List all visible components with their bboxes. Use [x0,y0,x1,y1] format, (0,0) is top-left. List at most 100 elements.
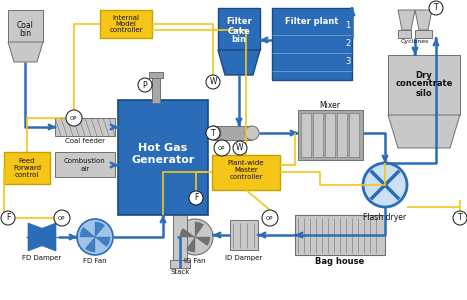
Wedge shape [95,222,105,237]
Text: Master: Master [234,167,258,173]
Text: controller: controller [229,174,263,180]
Bar [170,260,190,268]
Text: bin: bin [232,35,247,44]
Text: Internal: Internal [113,15,140,21]
Text: OP: OP [70,116,78,121]
Bar [152,75,160,103]
Polygon shape [218,50,260,75]
Text: F: F [6,214,10,223]
Text: Forward: Forward [13,165,41,171]
Text: Coal: Coal [16,20,34,29]
Bar [295,215,385,255]
Circle shape [363,163,407,207]
Circle shape [54,210,70,226]
Text: Generator: Generator [131,155,195,165]
Bar [55,118,115,136]
Text: OP: OP [218,146,226,151]
Bar [349,113,359,157]
Bar [173,195,187,265]
Bar [212,155,280,190]
Polygon shape [398,10,415,30]
Bar [272,8,352,80]
Text: T: T [434,4,439,13]
Circle shape [429,1,443,15]
Text: T: T [458,214,462,223]
Text: bin: bin [19,28,31,38]
Bar [313,113,323,157]
Circle shape [138,78,152,92]
Text: Filter plant: Filter plant [285,17,339,26]
Circle shape [214,140,230,156]
Text: Feed: Feed [19,158,35,164]
Circle shape [206,126,220,140]
Text: ID Fan: ID Fan [184,258,206,264]
Bar [4,152,50,184]
Text: control: control [15,172,39,178]
Text: Coal feeder: Coal feeder [65,138,105,144]
Text: Hot Gas: Hot Gas [138,143,188,153]
Text: T: T [211,128,215,137]
Polygon shape [40,223,56,251]
Text: Stack: Stack [170,269,190,275]
Bar [325,113,335,157]
Text: Cyclones: Cyclones [401,40,429,44]
Text: 3: 3 [345,58,351,67]
Text: 2: 2 [346,40,351,49]
Bar [214,126,252,140]
Wedge shape [186,237,195,252]
Text: Cake: Cake [227,26,250,35]
Text: concentrate: concentrate [395,80,453,88]
Text: silo: silo [416,88,432,98]
Wedge shape [95,237,110,247]
Text: Flash dryer: Flash dryer [363,212,407,221]
Text: F: F [194,194,198,202]
Circle shape [207,126,221,140]
Bar [100,10,152,38]
Circle shape [1,211,15,225]
Text: air: air [80,166,90,172]
Wedge shape [195,237,210,246]
Circle shape [206,75,220,89]
Text: W: W [236,143,244,152]
Text: OP: OP [266,215,274,220]
Bar [118,100,208,215]
Text: FD Damper: FD Damper [22,255,62,261]
Text: FD Fan: FD Fan [83,258,107,264]
Polygon shape [388,115,460,148]
Bar [55,152,115,177]
Polygon shape [8,42,43,62]
Circle shape [189,191,203,205]
Wedge shape [195,222,204,237]
Text: Filter: Filter [226,17,252,26]
Circle shape [177,219,213,255]
Text: OP: OP [58,215,66,220]
Circle shape [262,210,278,226]
Text: P: P [143,80,147,89]
Text: 1: 1 [346,22,351,31]
Text: ID Damper: ID Damper [226,255,262,261]
Text: Dry: Dry [416,70,432,80]
Bar [398,30,411,38]
Text: Mixer: Mixer [319,101,340,110]
Text: Plant-wide: Plant-wide [228,160,264,166]
Text: Model: Model [115,21,136,27]
Circle shape [66,110,82,126]
Circle shape [233,141,247,155]
Wedge shape [180,228,195,237]
Text: Bag house: Bag house [315,256,365,266]
Bar [337,113,347,157]
Bar [388,55,460,115]
Bar [230,220,258,250]
Text: controller: controller [109,27,143,33]
Wedge shape [85,237,95,252]
Text: Combustion: Combustion [64,158,106,164]
Bar [298,110,363,160]
Circle shape [245,126,259,140]
Text: W: W [209,77,217,86]
Polygon shape [415,10,432,30]
Bar [415,30,432,38]
Polygon shape [28,223,44,251]
Circle shape [453,211,467,225]
Bar [8,10,43,42]
Circle shape [77,219,113,255]
